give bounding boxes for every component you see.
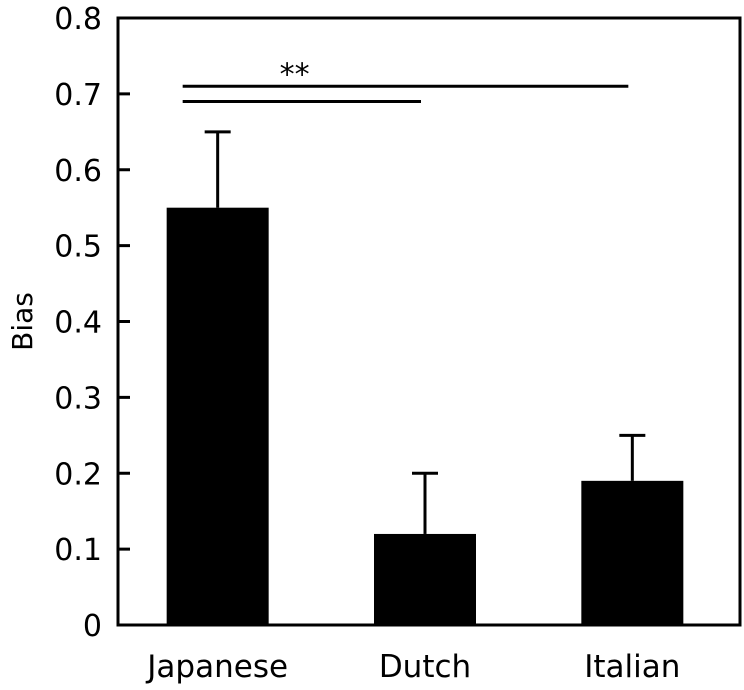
bar	[166, 207, 269, 625]
x-axis-labels: Japanese Dutch Italian	[145, 649, 680, 685]
significance-label: **	[280, 57, 310, 92]
y-tick-label: 0.3	[54, 381, 102, 416]
y-tick-label: 0.4	[54, 306, 102, 341]
y-tick-label: 0.7	[54, 78, 102, 113]
x-tick-label: Italian	[584, 649, 680, 685]
y-tick-label: 0.2	[54, 457, 102, 492]
x-tick-label: Japanese	[145, 649, 288, 685]
y-axis-title: Bias	[6, 292, 39, 351]
y-tick-label: 0	[83, 609, 102, 644]
bar	[374, 533, 476, 625]
bars	[166, 207, 684, 625]
significance-brackets: **	[182, 57, 629, 103]
y-tick-label: 0.1	[54, 533, 102, 568]
bar	[581, 480, 684, 625]
y-tick-label: 0.5	[54, 230, 102, 265]
x-tick-label: Dutch	[379, 649, 471, 685]
error-bars	[204, 130, 646, 534]
y-tick-label: 0.8	[54, 2, 102, 37]
y-axis-ticks: 0 0.1 0.2 0.3 0.4 0.5 0.6 0.7 0.8	[54, 2, 130, 644]
y-tick-label: 0.6	[54, 154, 102, 189]
